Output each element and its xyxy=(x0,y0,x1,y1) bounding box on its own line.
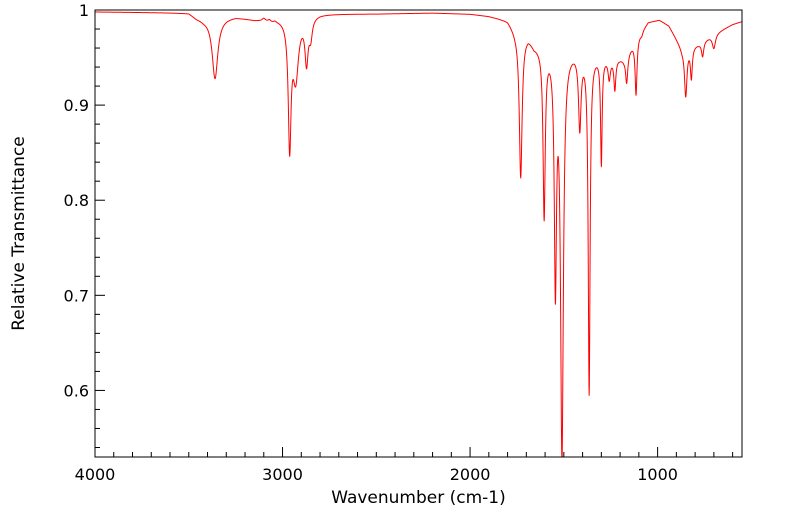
x-axis-title: Wavenumber (cm-1) xyxy=(331,488,506,508)
y-tick-label: 0.9 xyxy=(64,96,89,115)
y-tick-label: 1 xyxy=(79,1,89,20)
x-tick-label: 2000 xyxy=(450,465,491,484)
x-tick-label: 3000 xyxy=(262,465,303,484)
y-tick-label: 0.7 xyxy=(64,286,89,305)
plot-frame xyxy=(94,9,743,458)
y-tick-label: 0.8 xyxy=(64,191,89,210)
spectrum-line xyxy=(94,11,743,458)
y-axis-title: Relative Transmittance xyxy=(9,136,29,331)
x-tick-label: 4000 xyxy=(75,465,116,484)
tick-marks xyxy=(94,9,734,457)
tick-labels: 4000 3000 2000 1000 0.6 0.7 0.8 0.9 1 xyxy=(64,1,678,484)
y-tick-label: 0.6 xyxy=(64,381,89,400)
x-tick-label: 1000 xyxy=(637,465,678,484)
